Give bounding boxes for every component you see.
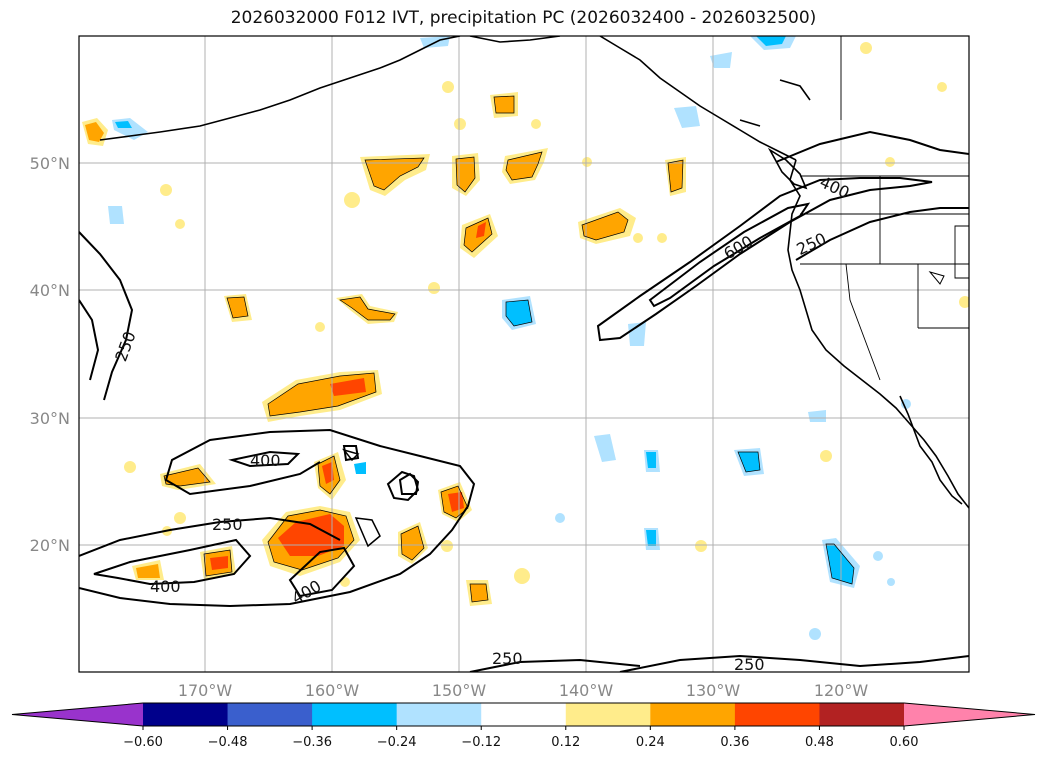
political-borders bbox=[800, 36, 969, 381]
lon-label: 160°W bbox=[305, 681, 360, 700]
colorbar-segment bbox=[819, 703, 905, 726]
colorbar-tick-label: 0.36 bbox=[720, 735, 749, 750]
colorbar-tick-label: 0.24 bbox=[636, 735, 665, 750]
lat-label: 30°N bbox=[30, 409, 70, 428]
colorbar-segment bbox=[734, 703, 820, 726]
ivt-contours bbox=[79, 130, 969, 672]
contour-label: 400 bbox=[150, 577, 181, 596]
lon-label: 170°W bbox=[178, 681, 233, 700]
colorbar-segment bbox=[312, 703, 398, 726]
precip-outlines bbox=[163, 95, 855, 603]
lat-label: 20°N bbox=[30, 536, 70, 555]
colorbar-tick-label: −0.24 bbox=[377, 735, 417, 750]
colorbar-segment bbox=[650, 703, 736, 726]
colorbar-extend-high bbox=[904, 703, 1035, 726]
contour-label: 250 bbox=[734, 655, 765, 674]
colorbar-tick-label: 0.48 bbox=[805, 735, 834, 750]
colorbar-tick-label: −0.12 bbox=[461, 735, 501, 750]
colorbar-tick-label: −0.36 bbox=[292, 735, 332, 750]
colorbar-segment bbox=[227, 703, 313, 726]
lon-label: 150°W bbox=[432, 681, 487, 700]
colorbar-tick-label: 0.12 bbox=[551, 735, 580, 750]
latitude-labels: 50°N 40°N 30°N 20°N bbox=[30, 154, 70, 555]
colorbar-segment bbox=[565, 703, 651, 726]
lon-label: 130°W bbox=[686, 681, 741, 700]
contour-label: 250 bbox=[212, 515, 243, 534]
colorbar-tick-label: 0.60 bbox=[890, 735, 919, 750]
plot-area: 250 400 250 400 400 250 250 600 400 250 bbox=[78, 35, 970, 674]
lon-label: 140°W bbox=[559, 681, 614, 700]
gridlines bbox=[79, 36, 969, 672]
lat-label: 40°N bbox=[30, 281, 70, 300]
lat-label: 50°N bbox=[30, 154, 70, 173]
longitude-labels: 170°W 160°W 150°W 140°W 130°W 120°W bbox=[178, 681, 869, 700]
colorbar-tick-label: −0.48 bbox=[208, 735, 248, 750]
colorbar-segment bbox=[143, 703, 229, 726]
contour-label: 250 bbox=[492, 649, 523, 668]
map-title: 2026032000 F012 IVT, precipitation PC (2… bbox=[230, 8, 817, 28]
colorbar-extend-low bbox=[12, 703, 143, 726]
colorbar-tick-label: −0.60 bbox=[123, 735, 163, 750]
colorbar-segment bbox=[396, 703, 482, 726]
colorbar-segment bbox=[481, 703, 567, 726]
lon-label: 120°W bbox=[814, 681, 869, 700]
contour-label: 400 bbox=[250, 451, 281, 470]
colorbar: −0.60 −0.48 −0.36 −0.24 −0.12 0.12 0.24 0.36 0.4… bbox=[11, 702, 1036, 750]
